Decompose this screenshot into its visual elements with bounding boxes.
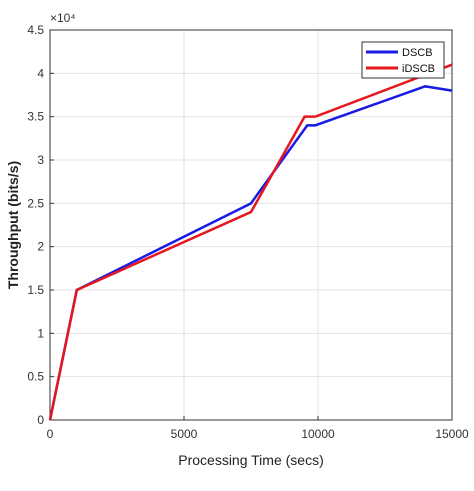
plot-area	[50, 30, 452, 420]
y-tick-label: 2	[37, 240, 44, 254]
y-axis-label: Throughput (bits/s)	[5, 161, 21, 289]
data-line	[48, 63, 453, 421]
y-tick-label: 1.5	[27, 283, 44, 297]
y-tick-label: 0	[37, 413, 44, 427]
legend-label: iDSCB	[402, 63, 435, 75]
y-tick-label: 2.5	[27, 196, 44, 210]
y-tick-label: 3.5	[27, 110, 44, 124]
y-tick-label: 3	[37, 153, 44, 167]
legend-label: DSCB	[402, 47, 433, 59]
x-tick-label: 10000	[301, 427, 335, 441]
x-tick-label: 5000	[171, 427, 198, 441]
plot-frame	[49, 29, 453, 421]
y-multiplier: ×10⁴	[50, 11, 76, 25]
legend-box	[361, 41, 445, 79]
x-axis-label: Processing Time (secs)	[178, 452, 323, 468]
y-tick-label: 4	[37, 66, 44, 80]
y-tick-label: 1	[37, 326, 44, 340]
x-tick-label: 0	[47, 427, 54, 441]
x-tick-label: 15000	[435, 427, 469, 441]
y-tick-label: 4.5	[27, 23, 44, 37]
y-tick-label: 0.5	[27, 370, 44, 384]
